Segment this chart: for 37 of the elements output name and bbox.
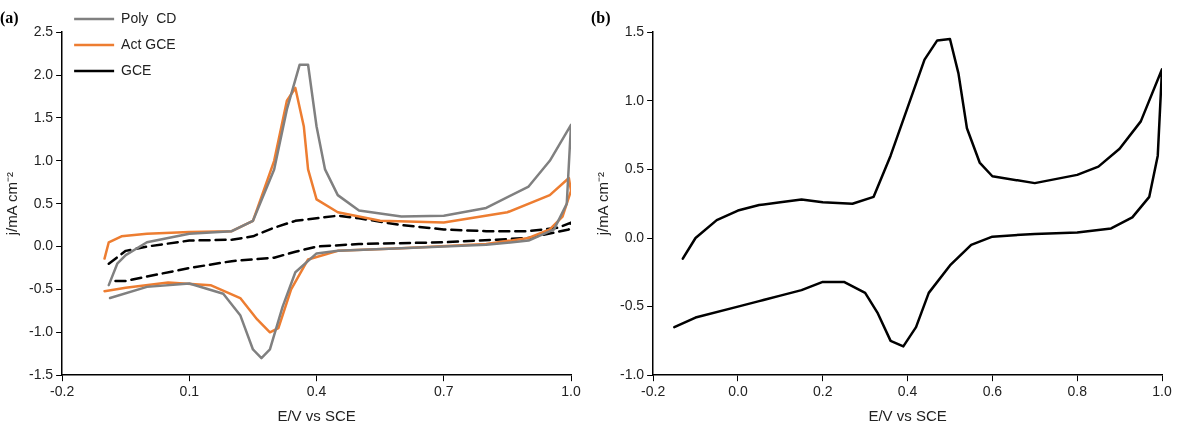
y-tick-label: -0.5 bbox=[29, 280, 54, 297]
y-axis-title: j/mA cm⁻² bbox=[594, 172, 612, 237]
x-tick-label: 0.6 bbox=[982, 383, 1003, 400]
y-tick-label: 2.5 bbox=[33, 23, 54, 40]
y-tick-label: -1.0 bbox=[620, 366, 645, 383]
legend-label: Act GCE bbox=[121, 35, 176, 52]
x-axis-title: E/V vs SCE bbox=[277, 407, 356, 425]
x-tick-label: -0.2 bbox=[50, 383, 75, 400]
y-tick-label: -1.0 bbox=[29, 323, 54, 340]
legend-label: Poly CD bbox=[121, 9, 177, 26]
x-tick-label: 0.2 bbox=[813, 383, 833, 400]
chart-title: (b) bbox=[591, 8, 611, 27]
x-tick-label: 0.7 bbox=[434, 383, 454, 400]
y-tick-label: 1.5 bbox=[33, 108, 54, 125]
y-tick-label: 1.0 bbox=[624, 91, 645, 108]
y-tick-label: 1.0 bbox=[33, 151, 54, 168]
y-tick-label: 0.0 bbox=[33, 237, 54, 254]
y-tick-label: 2.0 bbox=[33, 65, 54, 82]
y-tick-label: -0.5 bbox=[620, 297, 645, 314]
y-tick-label: 0.5 bbox=[33, 194, 54, 211]
x-tick-label: 0.8 bbox=[1067, 383, 1088, 400]
x-tick-label: 1.0 bbox=[561, 383, 581, 400]
x-tick-label: -0.2 bbox=[641, 383, 666, 400]
x-tick-label: 0.0 bbox=[728, 383, 748, 400]
line-series bbox=[107, 214, 571, 283]
x-tick-label: 0.1 bbox=[179, 383, 200, 400]
y-tick-label: 0.0 bbox=[624, 228, 645, 245]
y-axis-title: j/mA cm⁻² bbox=[3, 172, 21, 237]
chart-title: (a) bbox=[0, 8, 19, 27]
x-axis-title: E/V vs SCE bbox=[868, 407, 947, 425]
x-tick-label: 0.4 bbox=[897, 383, 918, 400]
y-tick-label: 0.5 bbox=[624, 160, 645, 177]
x-tick-label: 1.0 bbox=[1152, 383, 1172, 400]
x-tick-label: 0.4 bbox=[306, 383, 327, 400]
legend-label: GCE bbox=[121, 61, 152, 78]
y-tick-label: 1.5 bbox=[624, 23, 645, 40]
y-tick-label: -1.5 bbox=[29, 366, 54, 383]
